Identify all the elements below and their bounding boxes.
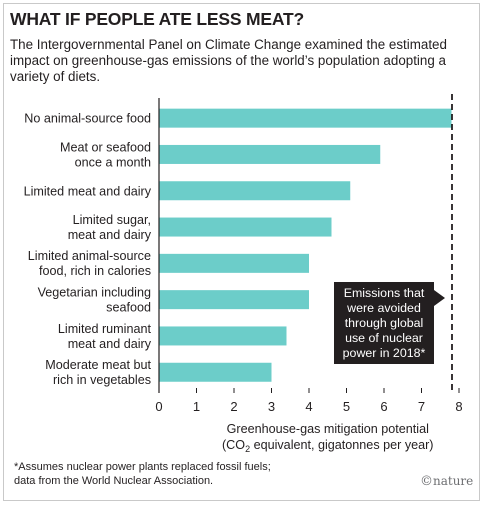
category-label-line: food, rich in calories [39, 264, 151, 278]
annotation-line-3: through global [345, 316, 424, 330]
x-tick-label-8: 8 [455, 399, 462, 414]
bar-7 [159, 326, 287, 346]
chart-subtitle: The Intergovernmental Panel on Climate C… [10, 37, 447, 84]
footnote-line-1: *Assumes nuclear power plants replaced f… [14, 461, 271, 473]
category-label-1: No animal-source food [24, 112, 151, 126]
bar-1 [159, 108, 452, 128]
x-axis-label-line-1: Greenhouse-gas mitigation potential [227, 422, 429, 436]
x-tick-label-4: 4 [305, 399, 312, 414]
bar-2 [159, 144, 381, 164]
category-label-line: Vegetarian including [38, 285, 151, 299]
annotation-line-2: were avoided [346, 301, 421, 315]
annotation-text: Emissions that were avoided through global… [343, 286, 426, 360]
annotation-line-5: power in 2018* [343, 346, 426, 360]
category-label-2: Meat or seafood once a month [60, 140, 151, 169]
figure-frame [3, 3, 480, 501]
x-tick-label-3: 3 [268, 399, 275, 414]
x-tick-label-2: 2 [230, 399, 237, 414]
category-label-line: Moderate meat but [45, 358, 151, 372]
category-label-line: meat and dairy [68, 228, 152, 242]
bar-5 [159, 253, 309, 273]
subscript-2: 2 [245, 444, 250, 454]
annotation-line-1: Emissions that [344, 286, 425, 300]
bar-chart: No animal-source food Meat or seafood once… [24, 94, 463, 454]
category-label-line: meat and dairy [68, 337, 152, 351]
x-tick-label-1: 1 [193, 399, 200, 414]
x-axis-label-part: equivalent, gigatonnes per year) [250, 438, 433, 452]
category-label-line: Limited meat and dairy [24, 184, 152, 198]
bar-3 [159, 181, 351, 201]
category-label-4: Limited sugar, meat and dairy [68, 213, 152, 242]
annotation-pointer [434, 290, 445, 306]
annotation-line-4: use of nuclear [345, 331, 423, 345]
category-label-line: Limited ruminant [58, 322, 152, 336]
footnote: *Assumes nuclear power plants replaced f… [14, 460, 271, 488]
category-label-3: Limited meat and dairy [24, 184, 152, 198]
category-label-line: Meat or seafood [60, 140, 151, 154]
category-label-line: once a month [75, 155, 151, 169]
x-tick-label-0: 0 [155, 399, 162, 414]
category-label-8: Moderate meat but rich in vegetables [45, 358, 151, 387]
x-tick-label-7: 7 [418, 399, 425, 414]
x-axis-label-part: (CO [222, 438, 245, 452]
bar-4 [159, 217, 332, 237]
x-axis-label-line-2: (CO2 equivalent, gigatonnes per year) [222, 438, 434, 454]
category-label-line: Limited animal-source [28, 249, 151, 263]
category-label-line: seafood [106, 300, 151, 314]
x-tick-label-6: 6 [380, 399, 387, 414]
category-label-5: Limited animal-source food, rich in calor… [28, 249, 151, 278]
category-label-line: Limited sugar, [73, 213, 151, 227]
category-label-line: rich in vegetables [53, 373, 151, 387]
brand-symbol: © [420, 474, 433, 489]
footnote-line-2: data from the World Nuclear Association. [14, 475, 214, 487]
category-label-7: Limited ruminant meat and dairy [58, 322, 152, 351]
category-label-6: Vegetarian including seafood [38, 285, 151, 314]
bar-6 [159, 290, 309, 310]
brand-name: nature [433, 474, 474, 488]
chart-title: WHAT IF PEOPLE ATE LESS MEAT? [10, 9, 304, 29]
annotation-box [334, 282, 434, 364]
bar-8 [159, 362, 272, 382]
nature-logo: ©nature [420, 474, 473, 489]
category-label-line: No animal-source food [24, 112, 151, 126]
x-tick-label-5: 5 [343, 399, 350, 414]
